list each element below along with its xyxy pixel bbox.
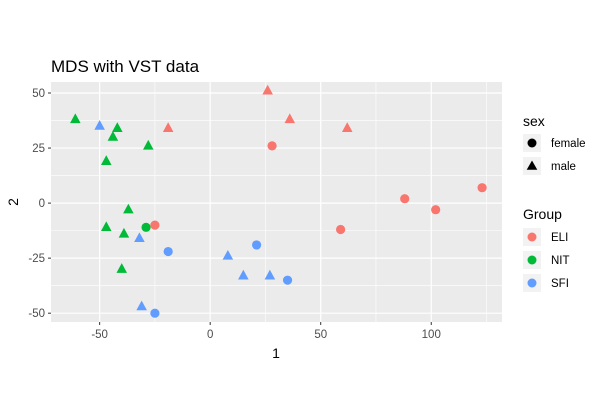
point-eli-male [162, 122, 174, 132]
point-sfi-female [163, 246, 173, 257]
point-eli-male [341, 122, 353, 132]
legend-sfi-label: SFI [551, 278, 569, 290]
point-sfi-female [282, 275, 293, 285]
point-eli-female [431, 205, 441, 215]
point-nit-male [100, 155, 112, 165]
y-tick-label: -50 [28, 308, 45, 320]
point-nit-female [141, 222, 151, 232]
legend-eli-symbol [527, 232, 537, 242]
y-tick-label: 25 [32, 143, 45, 155]
x-tick-label: 50 [314, 329, 327, 341]
y-tick-label: -25 [28, 253, 45, 265]
point-eli-female [267, 141, 277, 151]
legend-nit-label: NIT [551, 255, 570, 267]
y-tick-label: 50 [32, 88, 45, 100]
point-eli-male [262, 84, 273, 95]
point-nit-male [70, 113, 81, 124]
legend-group-title: Group [523, 206, 562, 222]
point-sfi-female [150, 308, 160, 318]
x-tick-label: 0 [207, 329, 213, 341]
legend-sex: sex female male [523, 113, 586, 175]
legend-sex-title: sex [523, 113, 545, 129]
point-sfi-male [222, 249, 234, 260]
y-axis-label: 2 [5, 198, 21, 206]
x-tick-label: -50 [91, 329, 108, 341]
point-nit-male [100, 221, 112, 232]
y-tick-label: 0 [39, 198, 45, 210]
panel-background [51, 82, 502, 322]
grid-major [51, 82, 502, 322]
point-eli-female [150, 220, 160, 230]
point-sfi-male [136, 300, 147, 311]
point-eli-female [400, 194, 410, 204]
point-nit-male [123, 203, 134, 214]
point-sfi-male [264, 269, 276, 280]
point-nit-male [118, 227, 130, 238]
legend-sfi-symbol [527, 278, 537, 288]
point-nit-male [112, 122, 123, 132]
point-sfi-female [252, 240, 262, 250]
legend-group: Group ELI NIT SFI [523, 206, 570, 292]
point-eli-female [477, 183, 487, 193]
legend-female-symbol [527, 138, 537, 148]
data-points [70, 84, 487, 318]
point-nit-male [116, 263, 128, 273]
point-sfi-male [94, 120, 105, 130]
grid-minor [51, 82, 502, 322]
x-tick-label: 100 [422, 329, 441, 341]
legend-male-label: male [551, 161, 576, 173]
y-axis-ticks: -50 -25 0 25 50 [28, 88, 51, 320]
point-eli-male [284, 113, 296, 124]
point-eli-female [336, 224, 346, 235]
legend-male-symbol [526, 160, 538, 170]
point-sfi-male [238, 269, 249, 280]
x-axis-label: 1 [272, 345, 280, 361]
legend-female-label: female [551, 138, 586, 150]
legend-nit-symbol [527, 255, 537, 265]
point-nit-male [142, 139, 154, 150]
point-nit-male [107, 131, 119, 141]
chart-title: MDS with VST data [51, 57, 200, 76]
plot-panel [51, 82, 502, 322]
legend-eli-label: ELI [551, 232, 568, 244]
point-sfi-male [134, 232, 145, 243]
x-axis-ticks: -50 0 50 100 [91, 322, 441, 341]
